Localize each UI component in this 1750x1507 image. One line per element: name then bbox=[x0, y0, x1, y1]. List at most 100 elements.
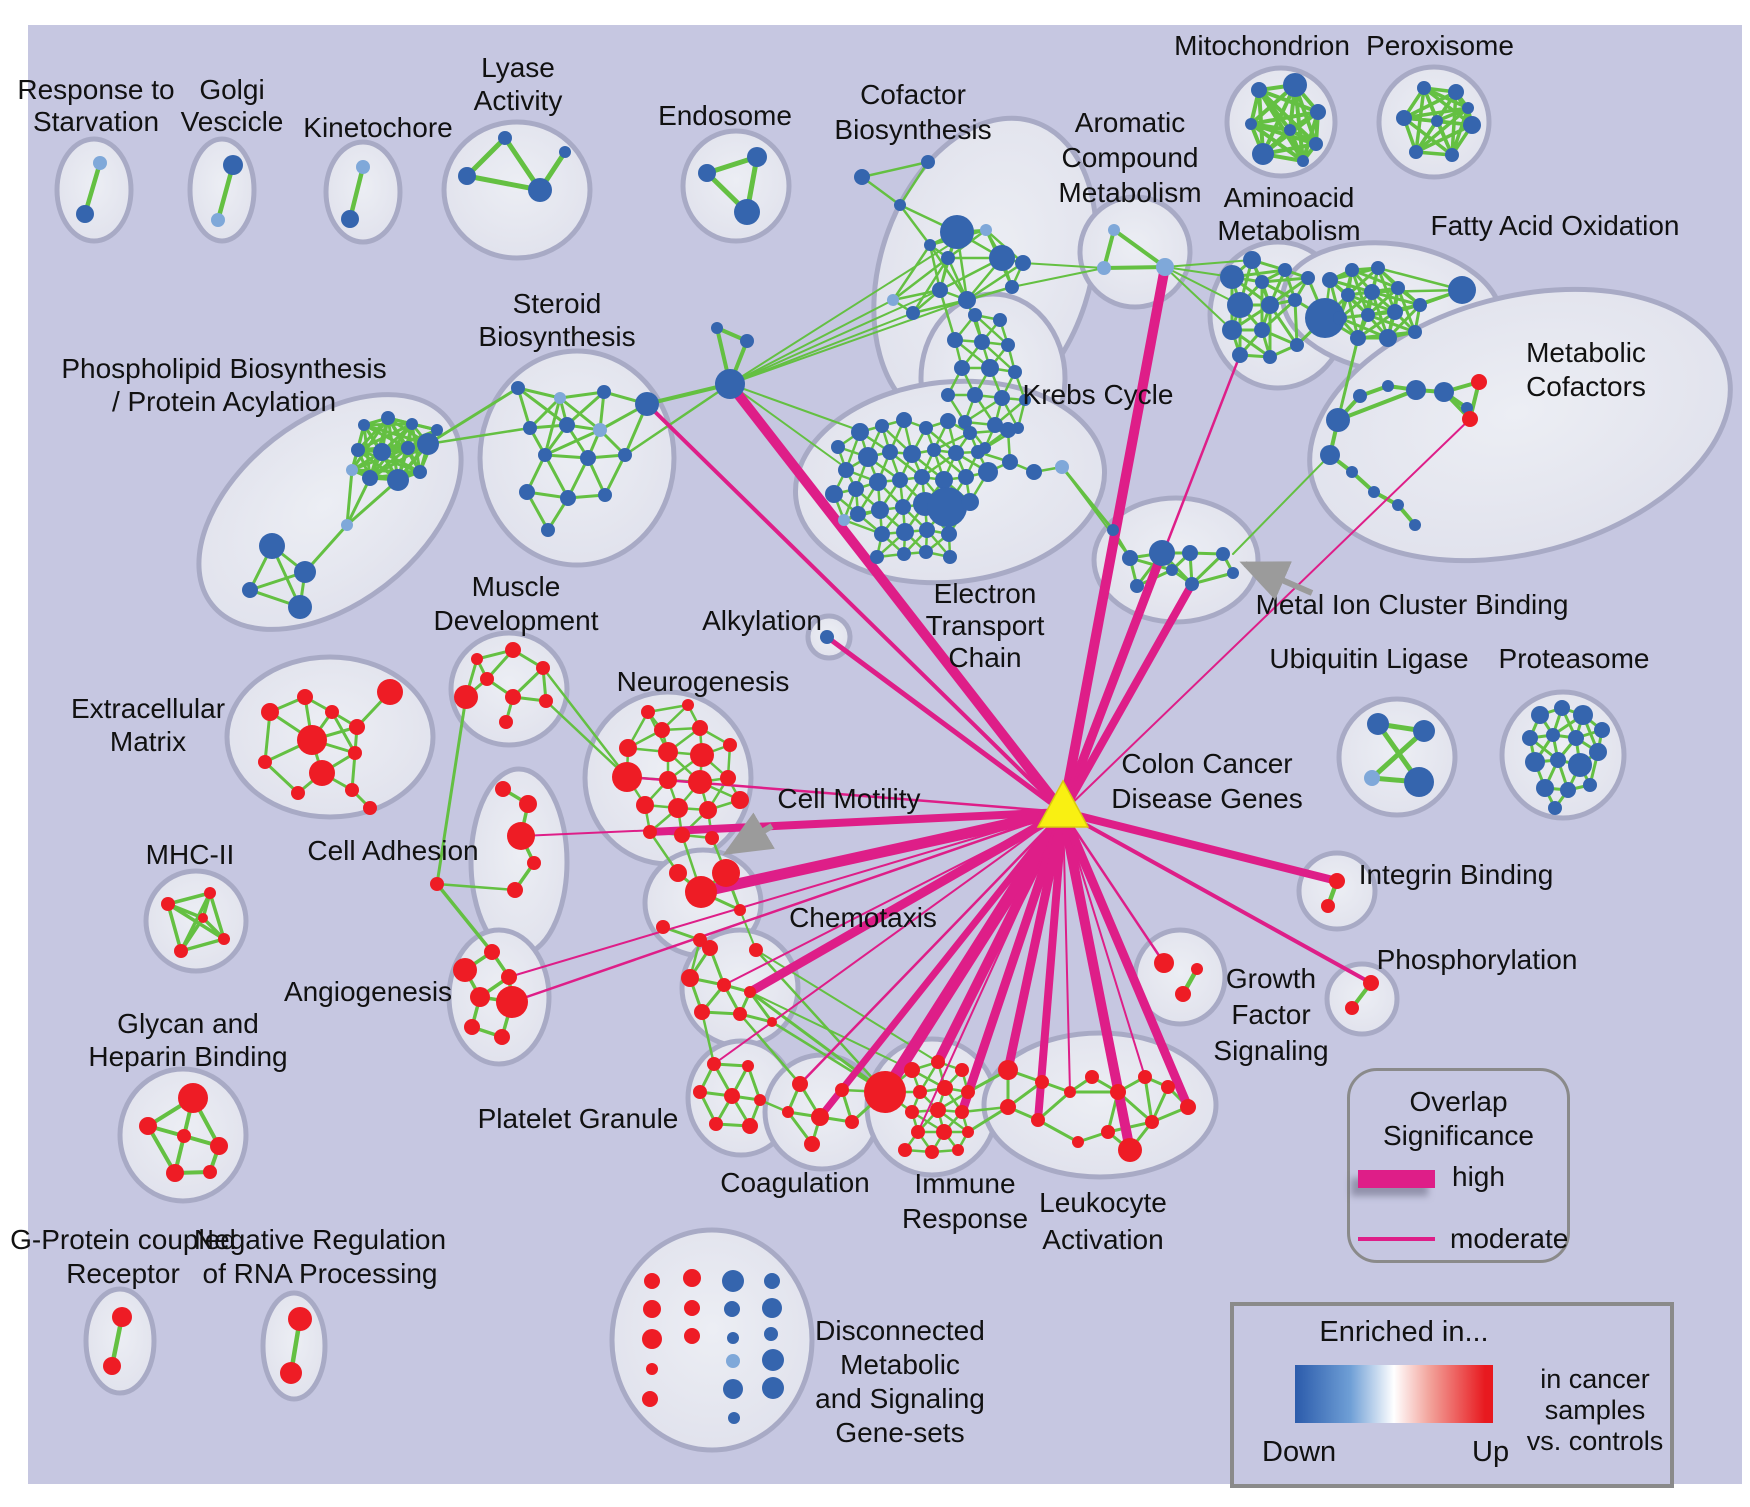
legend-overlap-title-line2: Significance bbox=[1383, 1120, 1534, 1151]
overlap-edge-moderate bbox=[917, 811, 1064, 1133]
cluster-ellipse-extracellular-matrix bbox=[224, 654, 436, 820]
cluster-label-mitochondrion: Mitochondrion bbox=[1174, 30, 1350, 61]
legend-enriched-in: Enriched in... Down Up in cancer samples… bbox=[1230, 1302, 1674, 1488]
gene-set-node bbox=[974, 334, 990, 350]
gene-set-node bbox=[943, 550, 957, 564]
enrichment-link-edge bbox=[749, 991, 913, 1071]
gene-set-node bbox=[1182, 545, 1198, 561]
gene-set-node bbox=[1227, 292, 1253, 318]
gene-set-node bbox=[963, 426, 977, 440]
enrichment-link-edge bbox=[544, 699, 629, 779]
enrichment-link-edge bbox=[729, 383, 859, 431]
enrichment-edge bbox=[565, 390, 606, 427]
gene-set-node bbox=[258, 755, 272, 769]
gene-set-node bbox=[1350, 330, 1366, 346]
gene-set-node bbox=[658, 742, 678, 762]
overlap-edge-moderate bbox=[520, 811, 1064, 837]
gene-set-node bbox=[178, 1083, 208, 1113]
gene-set-node bbox=[560, 490, 576, 506]
gene-set-node bbox=[894, 199, 906, 211]
cluster-label-krebs-cycle: Krebs Cycle bbox=[1023, 379, 1174, 410]
overlap-edge-moderate bbox=[1062, 810, 1372, 985]
cluster-ellipse-metabolic-cofactors bbox=[1307, 286, 1733, 564]
gene-set-node bbox=[699, 801, 717, 819]
gene-set-node bbox=[1185, 577, 1199, 591]
gene-set-node bbox=[1589, 743, 1607, 761]
enrichment-edge bbox=[603, 453, 627, 497]
overlap-edge-moderate bbox=[799, 811, 1064, 1085]
gene-set-node bbox=[536, 661, 550, 675]
gene-set-node bbox=[668, 798, 688, 818]
gene-set-node bbox=[681, 969, 699, 987]
gene-set-node bbox=[341, 210, 359, 228]
gene-set-node bbox=[453, 958, 477, 982]
cluster-label-angiogenesis: Angiogenesis bbox=[284, 976, 452, 1007]
gene-set-node bbox=[1546, 728, 1560, 742]
cluster-ellipse-kinetochore bbox=[323, 139, 403, 245]
legend-overlap-significance: Overlap Significance high moderate bbox=[1347, 1068, 1570, 1263]
cluster-label-aromatic-compound-metabolism: Aromatic bbox=[1075, 107, 1185, 138]
cell-motility-pointer-arrow bbox=[722, 812, 775, 856]
gene-set-node bbox=[924, 239, 936, 251]
cluster-label-golgi-vescicle: Vescicle bbox=[181, 106, 284, 137]
gene-set-node bbox=[724, 1301, 740, 1317]
gene-set-node bbox=[998, 1060, 1018, 1080]
gene-set-node bbox=[495, 781, 511, 797]
enrichment-edge bbox=[368, 442, 430, 480]
gene-set-node bbox=[762, 1349, 784, 1371]
enrichment-edge bbox=[350, 468, 422, 474]
cluster-label-electron-transport-chain: Chain bbox=[948, 642, 1021, 673]
enrichment-edge bbox=[860, 160, 930, 179]
gene-set-node bbox=[174, 944, 188, 958]
gene-set-node bbox=[864, 1071, 906, 1113]
cluster-label-disconnected-gene-sets: Disconnected bbox=[815, 1315, 985, 1346]
colon-cancer-disease-genes-triangle bbox=[1036, 779, 1090, 828]
overlap-edge-moderate bbox=[1061, 811, 1166, 964]
gene-set-node bbox=[762, 1377, 784, 1399]
enrichment-link-edge bbox=[541, 666, 629, 779]
gene-set-node bbox=[1005, 280, 1019, 294]
gene-set-node bbox=[930, 1102, 946, 1118]
gene-set-node bbox=[511, 381, 525, 395]
enrichment-edge bbox=[345, 478, 400, 527]
gene-set-node bbox=[1322, 272, 1338, 288]
enrichment-down-label: Down bbox=[1262, 1436, 1337, 1468]
gene-set-node bbox=[1364, 284, 1380, 300]
gene-set-node bbox=[981, 359, 999, 377]
gene-set-node bbox=[1550, 752, 1566, 768]
enrichment-edge bbox=[146, 1124, 177, 1175]
cluster-label-aromatic-compound-metabolism: Compound bbox=[1062, 142, 1199, 173]
gene-set-node bbox=[683, 1269, 701, 1287]
gene-set-node bbox=[642, 1329, 662, 1349]
gene-set-node bbox=[1364, 770, 1380, 786]
gene-set-node bbox=[831, 440, 845, 454]
moderate-significance-label: moderate bbox=[1450, 1223, 1569, 1254]
gene-set-node bbox=[962, 1126, 974, 1138]
enrichment-link-edge bbox=[1011, 267, 1105, 288]
gene-set-node bbox=[559, 146, 571, 158]
gene-set-node bbox=[1055, 460, 1069, 474]
gene-set-node bbox=[913, 1085, 927, 1099]
gene-set-node bbox=[1175, 986, 1191, 1002]
enrichment-edge bbox=[263, 760, 300, 795]
gene-set-node bbox=[1462, 102, 1474, 114]
gene-set-node bbox=[744, 986, 756, 998]
cluster-label-electron-transport-chain: Electron bbox=[934, 578, 1037, 609]
gene-set-node bbox=[1149, 540, 1175, 566]
gene-set-node bbox=[499, 715, 513, 729]
gene-set-node bbox=[723, 738, 737, 752]
gene-set-node bbox=[811, 1108, 829, 1126]
gene-set-node bbox=[659, 771, 677, 789]
gene-set-node bbox=[242, 582, 258, 598]
gene-set-node bbox=[698, 164, 716, 182]
enrichment-edge bbox=[1293, 298, 1299, 347]
gene-set-node bbox=[669, 864, 687, 882]
gene-set-node bbox=[1290, 338, 1304, 352]
gene-set-node bbox=[1154, 953, 1174, 973]
gene-set-node bbox=[740, 334, 754, 348]
gene-set-node bbox=[1445, 148, 1459, 162]
gene-set-node bbox=[203, 1165, 217, 1179]
gene-set-node bbox=[896, 412, 912, 428]
gene-set-node bbox=[210, 1137, 228, 1155]
gene-set-node bbox=[702, 940, 718, 956]
